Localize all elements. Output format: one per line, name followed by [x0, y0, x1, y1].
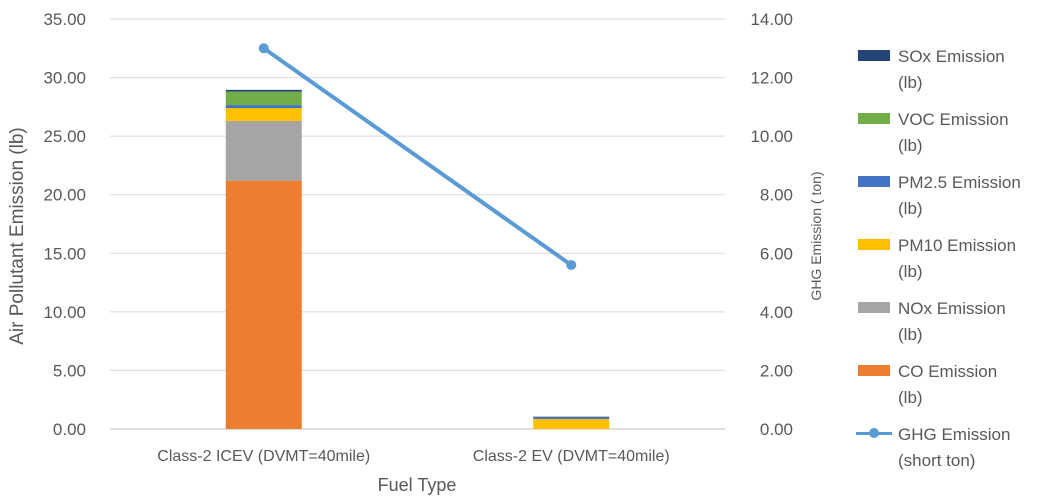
legend-unit-pm10: (lb) [898, 262, 923, 281]
legend-item-ghg: GHG Emission (short ton) [856, 422, 1036, 485]
y2-tick-label: 12.00 [750, 69, 793, 88]
y-tick-label: 5.00 [53, 361, 86, 380]
ghg-line-path [261, 46, 574, 267]
x-tick-label: Class-2 EV (DVMT=40mile) [473, 448, 670, 465]
legend-unit-co: (lb) [898, 388, 923, 407]
legend-label-co: CO Emission [898, 362, 998, 381]
y2-tick-label: 8.00 [760, 186, 793, 205]
legend-item-co: CO Emission (lb) [856, 359, 1036, 422]
gridlines [110, 18, 725, 430]
y2-tick-label: 0.00 [760, 420, 793, 439]
legend-label-sox: SOx Emission [898, 47, 1005, 66]
bar-segment-nox [225, 120, 302, 181]
ghg-line [258, 43, 577, 270]
x-axis-title: Fuel Type [378, 475, 457, 495]
legend: SOx Emission (lb) VOC Emission (lb) PM2.… [856, 44, 1036, 485]
axis-ticks: 0.00 5.00 10.00 15.00 20.00 25.00 30.00 35.00 0.… [43, 10, 793, 465]
stacked-bars [225, 89, 610, 429]
legend-item-nox: NOx Emission (lb) [856, 296, 1036, 359]
bar-segment-voc [225, 91, 302, 106]
x-tick-label: Class-2 ICEV (DVMT=40mile) [157, 448, 370, 465]
y2-tick-label: 10.00 [750, 127, 793, 146]
legend-item-voc: VOC Emission (lb) [856, 107, 1036, 170]
legend-item-pm10: PM10 Emission (lb) [856, 233, 1036, 296]
y2-axis-title: GHG Emission ( ton) [808, 171, 824, 300]
y2-tick-label: 6.00 [760, 244, 793, 263]
legend-swatch-pm25 [858, 176, 890, 187]
legend-unit-voc: (lb) [898, 136, 923, 155]
legend-label-voc: VOC Emission [898, 110, 1009, 129]
bar-segment-co [225, 180, 302, 429]
y-axis-title: Air Pollutant Emission (lb) [7, 127, 28, 345]
legend-label-ghg: GHG Emission [898, 425, 1011, 444]
y-tick-label: 25.00 [43, 127, 86, 146]
y2-tick-label: 14.00 [750, 10, 793, 29]
legend-swatch-co [858, 365, 890, 376]
legend-unit-pm25: (lb) [898, 199, 923, 218]
bar-segment-pm25 [533, 417, 610, 420]
y2-tick-label: 2.00 [760, 361, 793, 380]
bar-segment-pm10 [533, 419, 610, 429]
legend-unit-sox: (lb) [898, 73, 923, 92]
legend-label-pm25: PM2.5 Emission [898, 173, 1021, 192]
bar-segment-pm10 [225, 108, 302, 121]
y-tick-label: 0.00 [53, 420, 86, 439]
legend-label-pm10: PM10 Emission [898, 236, 1017, 255]
legend-swatch-sox [858, 50, 890, 61]
bar-segment-sox [533, 416, 610, 418]
legend-item-pm25: PM2.5 Emission (lb) [856, 170, 1036, 233]
y-tick-label: 35.00 [43, 10, 86, 29]
ghg-point [258, 43, 269, 54]
bar-segment-sox [225, 89, 302, 92]
y2-tick-label: 4.00 [760, 303, 793, 322]
legend-unit-nox: (lb) [898, 325, 923, 344]
y-tick-label: 30.00 [43, 69, 86, 88]
legend-swatch-pm10 [858, 239, 890, 250]
legend-item-sox: SOx Emission (lb) [856, 44, 1036, 107]
legend-swatch-voc [858, 113, 890, 124]
legend-unit-ghg: (short ton) [898, 451, 976, 470]
y-tick-label: 20.00 [43, 186, 86, 205]
legend-label-nox: NOx Emission [898, 299, 1006, 318]
legend-marker-ghg [869, 428, 879, 438]
y-tick-label: 15.00 [43, 244, 86, 263]
bar-segment-pm25 [225, 105, 302, 109]
ghg-point [566, 260, 577, 270]
legend-swatch-nox [858, 302, 890, 313]
y-tick-label: 10.00 [43, 303, 86, 322]
